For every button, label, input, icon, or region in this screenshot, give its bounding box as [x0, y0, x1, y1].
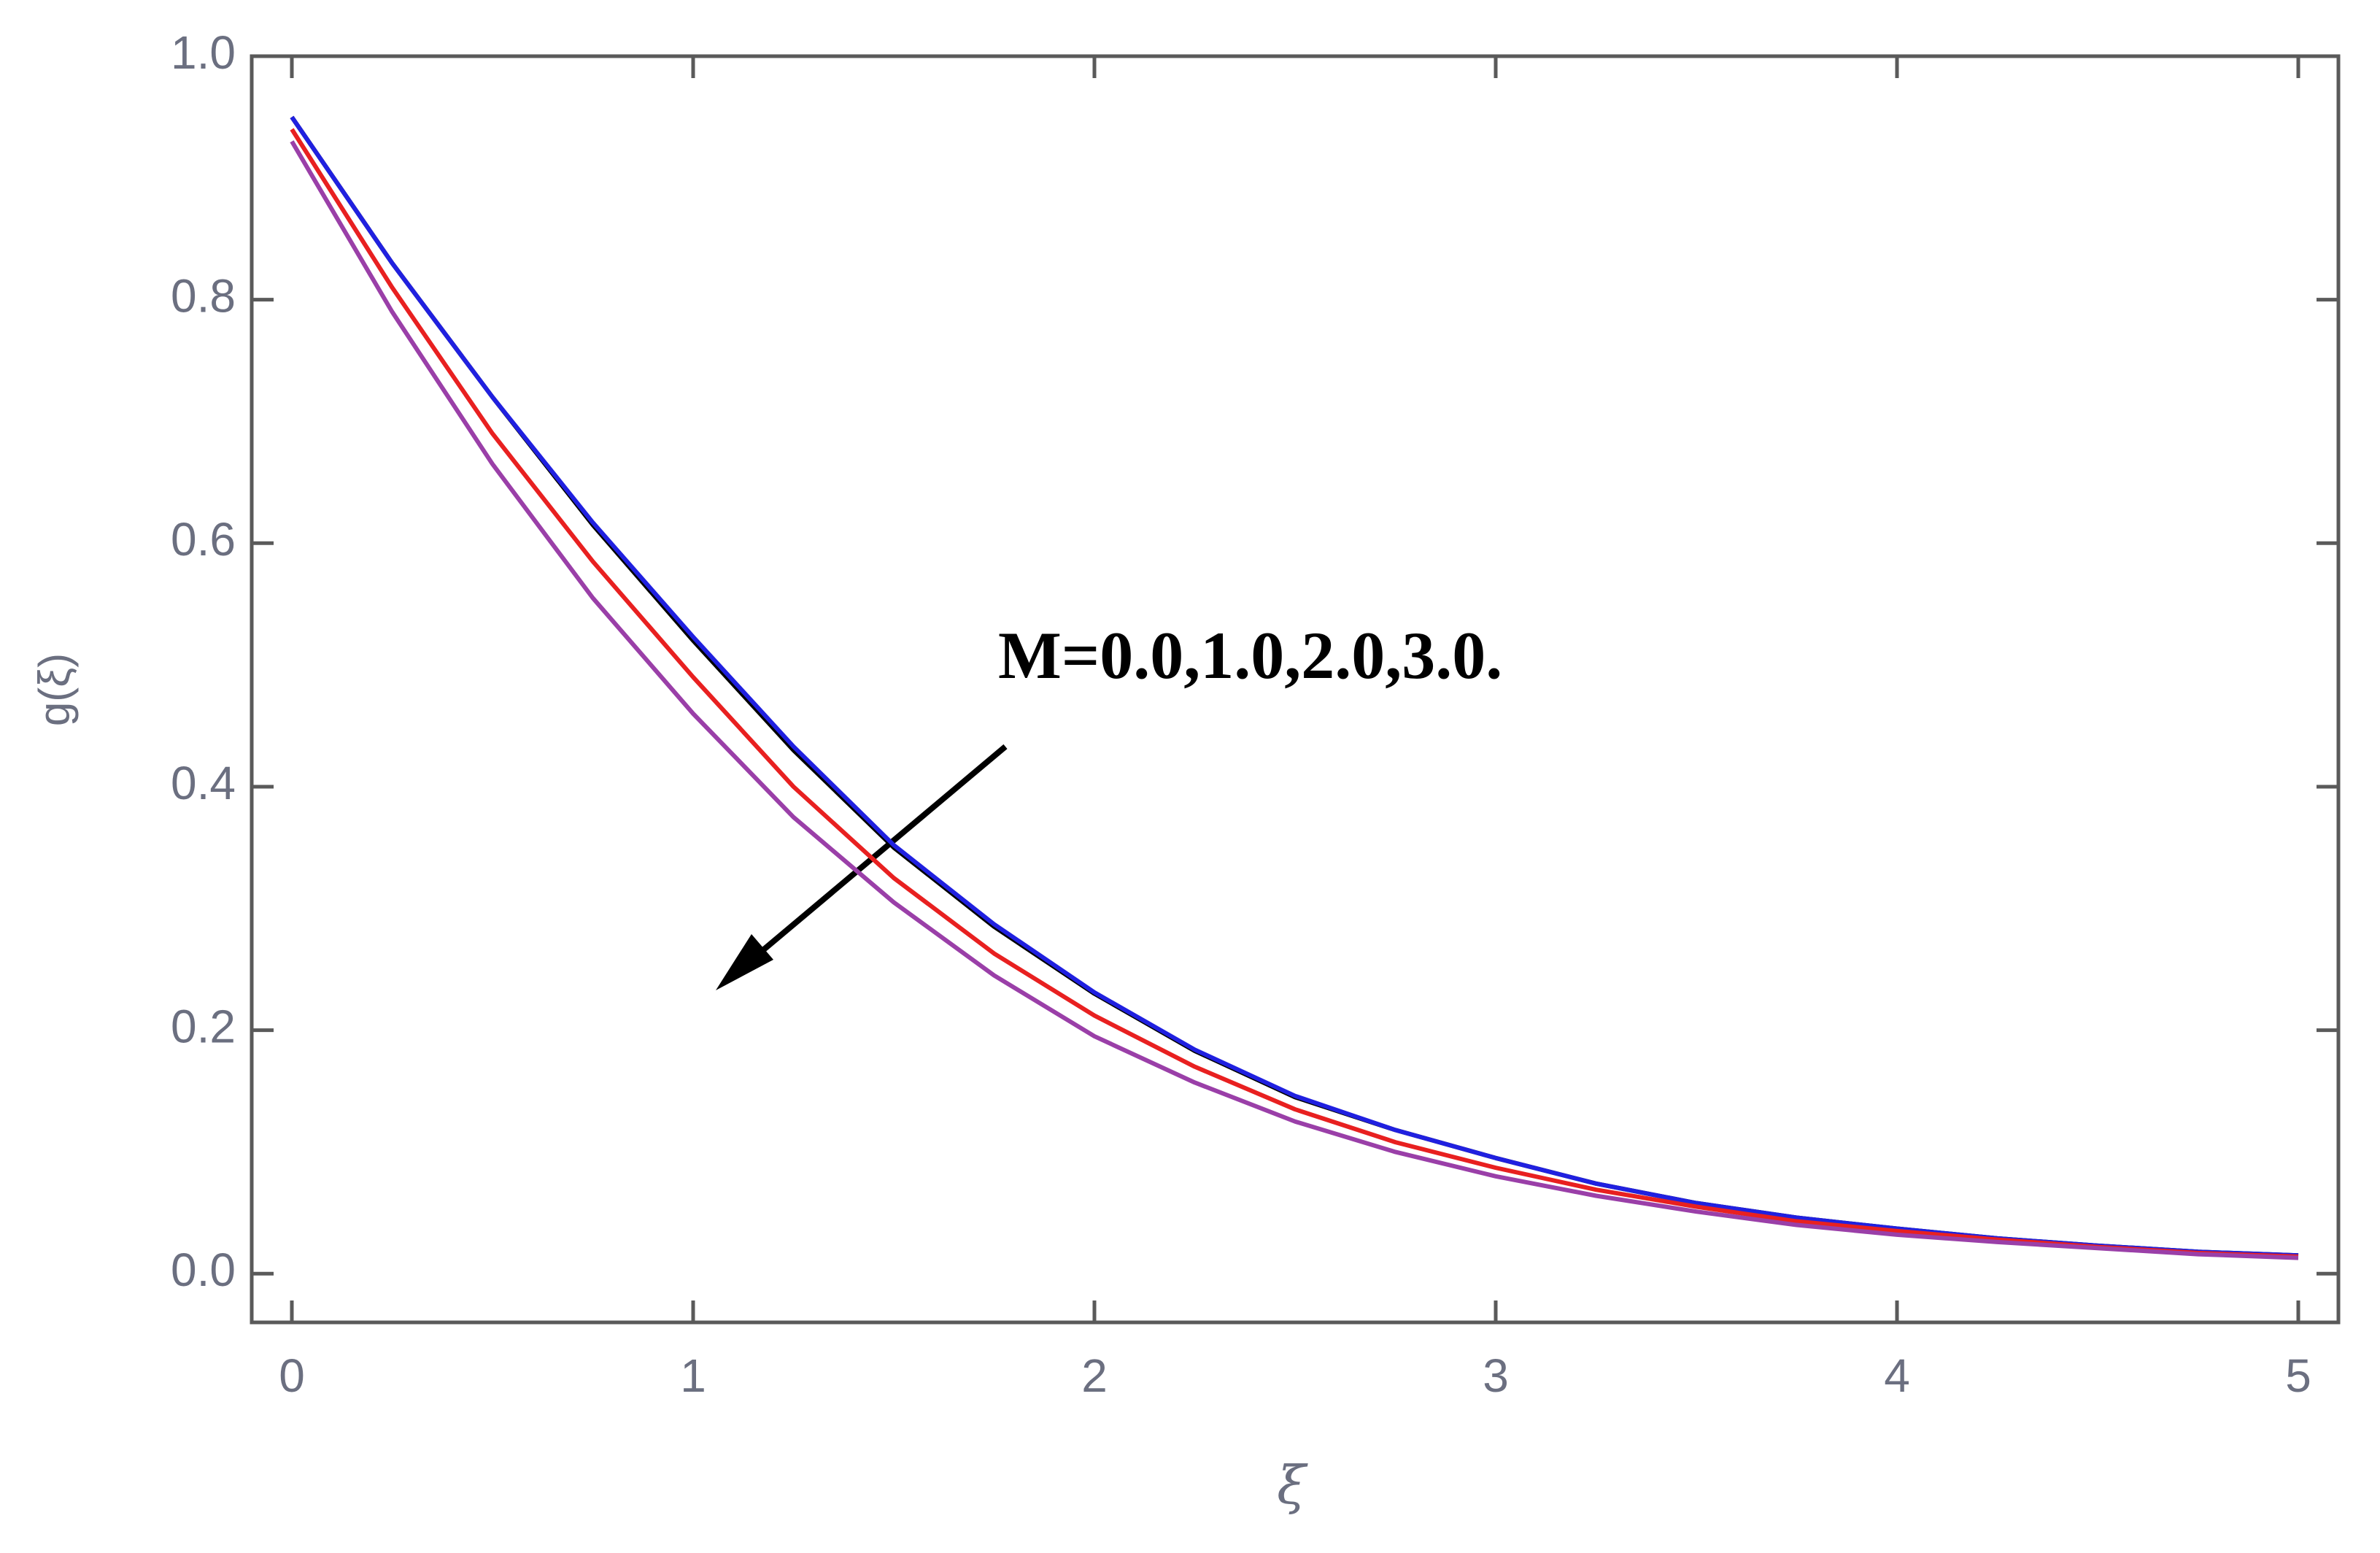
- y-axis-label: g(ξ): [30, 653, 79, 726]
- data-line: [290, 140, 2299, 1260]
- y-tick-label: 0.8: [171, 270, 236, 323]
- y-tick-label: 0.4: [171, 757, 236, 809]
- arrow-head: [716, 934, 773, 990]
- x-tick-label: 1: [680, 1349, 706, 1402]
- y-tick-label: 0.0: [171, 1244, 236, 1296]
- y-tick-label: 0.2: [171, 1001, 236, 1053]
- x-tick-label: 2: [1081, 1349, 1108, 1402]
- x-axis-label: ξ: [1277, 1454, 1308, 1516]
- x-tick-label: 3: [1483, 1349, 1509, 1402]
- annotation: M=0.0,1.0,2.0,3.0.: [998, 618, 1502, 693]
- data-line: [290, 128, 2299, 1259]
- y-tick-label: 1.0: [171, 26, 236, 79]
- y-tick-label: 0.6: [171, 513, 236, 566]
- x-tick-label: 4: [1884, 1349, 1910, 1402]
- plot-frame: [250, 54, 2341, 1325]
- x-tick-label: 0: [279, 1349, 305, 1402]
- x-tick-label: 5: [2285, 1349, 2311, 1402]
